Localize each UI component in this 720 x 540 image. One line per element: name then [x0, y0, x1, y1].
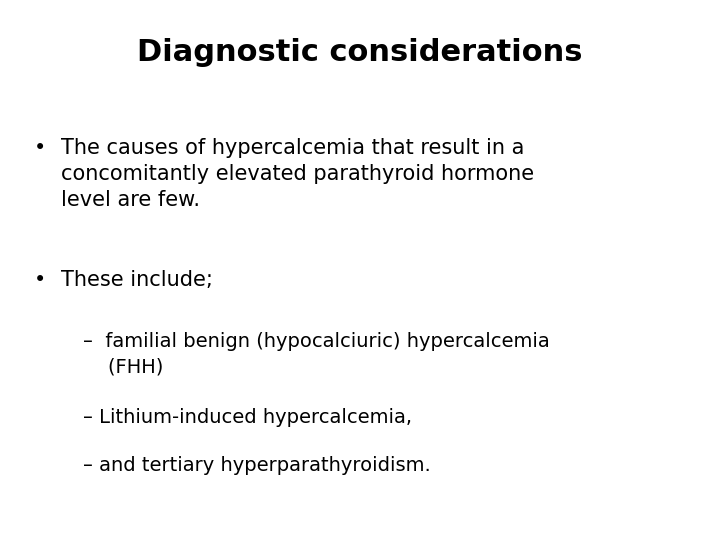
Text: •: • — [33, 138, 46, 158]
Text: – Lithium-induced hypercalcemia,: – Lithium-induced hypercalcemia, — [83, 408, 412, 427]
Text: These include;: These include; — [61, 270, 213, 290]
Text: –  familial benign (hypocalciuric) hypercalcemia
    (FHH): – familial benign (hypocalciuric) hyperc… — [83, 332, 549, 376]
Text: •: • — [33, 270, 46, 290]
Text: Diagnostic considerations: Diagnostic considerations — [138, 38, 582, 67]
Text: The causes of hypercalcemia that result in a
concomitantly elevated parathyroid : The causes of hypercalcemia that result … — [61, 138, 534, 211]
Text: – and tertiary hyperparathyroidism.: – and tertiary hyperparathyroidism. — [83, 456, 431, 475]
